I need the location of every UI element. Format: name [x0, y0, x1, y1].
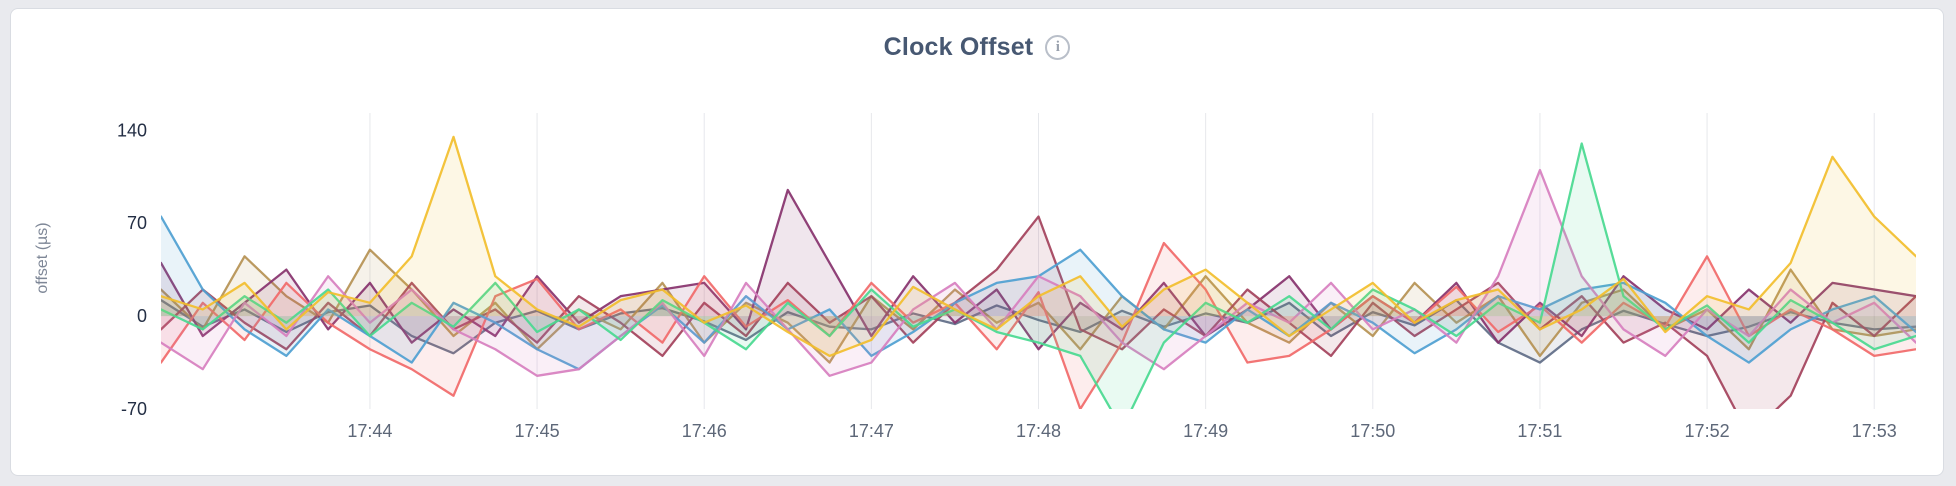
grid-lines — [369, 113, 1875, 409]
series-lines — [161, 135, 1916, 409]
series-area-6 — [161, 216, 1916, 370]
y-axis-labels: 140 70 0 -70 — [117, 120, 147, 419]
series-area-4 — [161, 216, 1916, 409]
series-area-3 — [161, 189, 1916, 350]
chart-header: Clock Offset i — [11, 33, 1943, 62]
svg-text:17:46: 17:46 — [682, 421, 727, 441]
x-axis-labels: 17:44 17:45 17:46 17:47 17:48 17:49 17:50 17:51… — [347, 421, 1896, 441]
svg-text:17:53: 17:53 — [1852, 421, 1897, 441]
series-line-1 — [161, 299, 1916, 364]
svg-text:140: 140 — [117, 120, 147, 140]
series-area-2 — [161, 249, 1916, 363]
svg-text:17:47: 17:47 — [849, 421, 894, 441]
svg-text:70: 70 — [127, 213, 147, 233]
svg-text:17:50: 17:50 — [1350, 421, 1395, 441]
svg-text:17:44: 17:44 — [347, 421, 392, 441]
svg-text:17:48: 17:48 — [1016, 421, 1061, 441]
svg-text:17:52: 17:52 — [1685, 421, 1730, 441]
series-line-8 — [161, 142, 1916, 409]
series-area-1 — [161, 300, 1916, 363]
series-line-9 — [161, 135, 1916, 358]
series-line-5 — [161, 241, 1916, 409]
series-area-9 — [161, 136, 1916, 356]
svg-text:17:45: 17:45 — [515, 421, 560, 441]
series-line-2 — [161, 248, 1916, 364]
svg-text:17:51: 17:51 — [1517, 421, 1562, 441]
clock-offset-panel: Clock Offset i offset (µs) 140 70 0 -70 17:4… — [10, 8, 1944, 476]
series-line-3 — [161, 188, 1916, 351]
svg-text:0: 0 — [137, 306, 147, 326]
series-area-5 — [161, 243, 1916, 409]
chart-title: Clock Offset — [883, 33, 1034, 61]
svg-text:-70: -70 — [121, 399, 147, 419]
svg-text:17:49: 17:49 — [1183, 421, 1228, 441]
series-area-8 — [161, 143, 1916, 409]
info-icon[interactable]: i — [1045, 35, 1071, 60]
series-line-7 — [161, 168, 1916, 377]
